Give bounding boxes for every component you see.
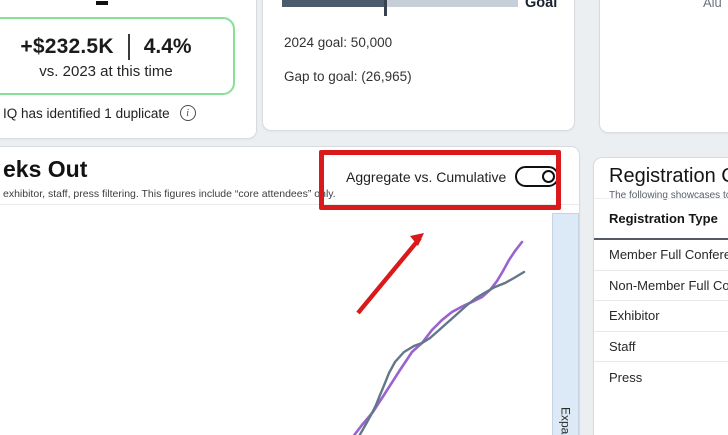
registration-table-row: Exhibitor: [594, 301, 728, 332]
registration-table-row: Member Full Confere: [594, 240, 728, 271]
comparison-label: vs. 2023 at this time: [39, 63, 173, 80]
divider: [0, 204, 579, 205]
clipped-text-fragment: [96, 1, 108, 5]
info-icon[interactable]: i: [179, 105, 196, 121]
panel-subtitle: exhibitor, staff, press filtering. This …: [3, 188, 336, 200]
registration-table-header: Registration Type: [594, 198, 728, 240]
delta-percent: 4.4%: [143, 35, 192, 58]
goal-progress-marker: [384, 0, 387, 16]
goal-gap-text: Gap to goal: (26,965): [284, 69, 412, 84]
goal-target-text: 2024 goal: 50,000: [284, 35, 393, 50]
aggregate-cumulative-toggle[interactable]: [515, 166, 560, 187]
registration-table-row: Staff: [594, 332, 728, 362]
registration-table-row: Press: [609, 369, 643, 385]
registration-table-row: Non-Member Full Co: [594, 271, 728, 301]
delta-amount: +$232.5K: [20, 35, 114, 58]
weeks-out-panel: eks Out exhibitor, staff, press filterin…: [0, 146, 580, 435]
clipped-label: Alu: [703, 0, 722, 10]
registration-table: Registration Type Member Full Confere Non…: [594, 198, 728, 393]
aggregate-cumulative-toggle-label: Aggregate vs. Cumulative: [346, 168, 507, 185]
duplicate-notice: IQ has identified 1 duplicate: [3, 105, 170, 121]
goal-progress-fill: [282, 0, 386, 7]
top-right-card: Alu: [599, 0, 728, 133]
registration-panel: Registration C The following showcases t…: [593, 157, 728, 435]
expand-tab[interactable]: Expand: [552, 213, 579, 435]
toggle-knob: [542, 169, 556, 183]
goal-progress-card: Goal 2024 goal: 50,000 Gap to goal: (26,…: [262, 0, 575, 131]
goal-progress-track: [282, 0, 518, 7]
expand-tab-label: Expand: [558, 407, 573, 435]
panel-title: eks Out: [3, 156, 88, 182]
revenue-delta-highlight: +$232.5K 4.4% vs. 2023 at this time: [0, 17, 235, 95]
goal-label: Goal: [525, 0, 558, 11]
revenue-delta-card: +$232.5K 4.4% vs. 2023 at this time IQ h…: [0, 0, 257, 139]
divider: [127, 34, 130, 60]
registration-panel-subtitle: The following showcases top: [609, 190, 728, 201]
registration-panel-title: Registration C: [609, 165, 728, 187]
